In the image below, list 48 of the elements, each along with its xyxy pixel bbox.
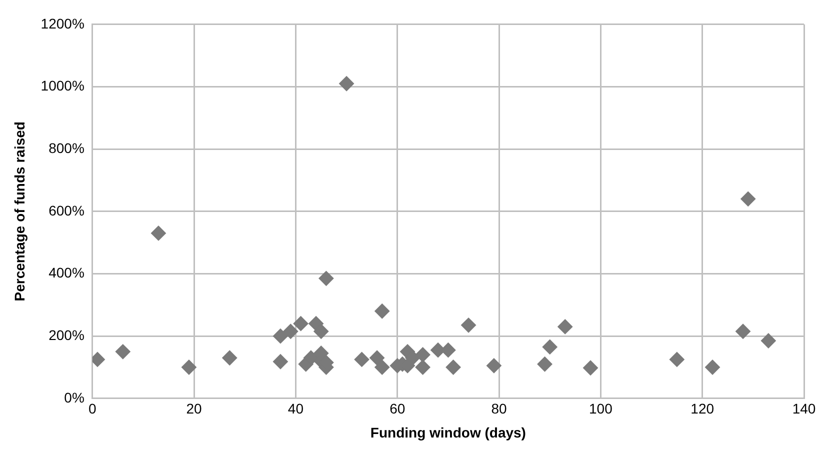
point	[446, 360, 461, 375]
x-axis-title: Funding window (days)	[370, 424, 526, 440]
point	[415, 347, 430, 362]
point	[283, 324, 298, 339]
x-tick-label: 20	[186, 400, 202, 417]
y-tick-label: 800%	[48, 140, 84, 156]
point	[354, 352, 370, 367]
y-tick-label: 0%	[64, 389, 84, 406]
x-tick-label: 60	[390, 400, 406, 417]
y-tick-label: 400%	[48, 264, 84, 281]
point	[303, 350, 318, 366]
y-axis-title: Percentage of funds raised	[11, 122, 28, 302]
point	[669, 352, 684, 367]
point	[486, 358, 502, 374]
x-tick-label: 100	[589, 400, 613, 417]
x-tick-label: 140	[792, 400, 816, 417]
point	[736, 324, 751, 339]
point	[542, 339, 558, 354]
point	[583, 360, 598, 376]
point	[272, 328, 288, 344]
point	[760, 333, 776, 348]
point	[370, 350, 385, 366]
point	[339, 76, 354, 92]
y-tick-label: 1000%	[40, 78, 84, 94]
point	[374, 304, 390, 319]
point	[558, 319, 573, 334]
point	[705, 360, 720, 375]
y-tick-label: 200%	[48, 326, 84, 343]
point	[415, 360, 430, 375]
point	[405, 350, 420, 366]
x-tick-label: 120	[690, 400, 714, 417]
point	[115, 344, 130, 360]
x-tick-label: 40	[288, 400, 304, 417]
point	[181, 360, 196, 375]
point	[318, 270, 334, 286]
point	[150, 226, 166, 241]
y-tick-label: 600%	[48, 202, 84, 218]
point	[222, 350, 238, 366]
point	[293, 316, 308, 332]
y-tick-label: 1200%	[40, 15, 84, 32]
x-tick-label: 0	[88, 400, 96, 417]
point	[374, 360, 390, 375]
point	[272, 354, 288, 370]
x-tick-label: 80	[491, 400, 508, 417]
point	[740, 191, 756, 206]
point	[537, 356, 552, 372]
point	[461, 318, 476, 333]
point	[314, 324, 329, 339]
